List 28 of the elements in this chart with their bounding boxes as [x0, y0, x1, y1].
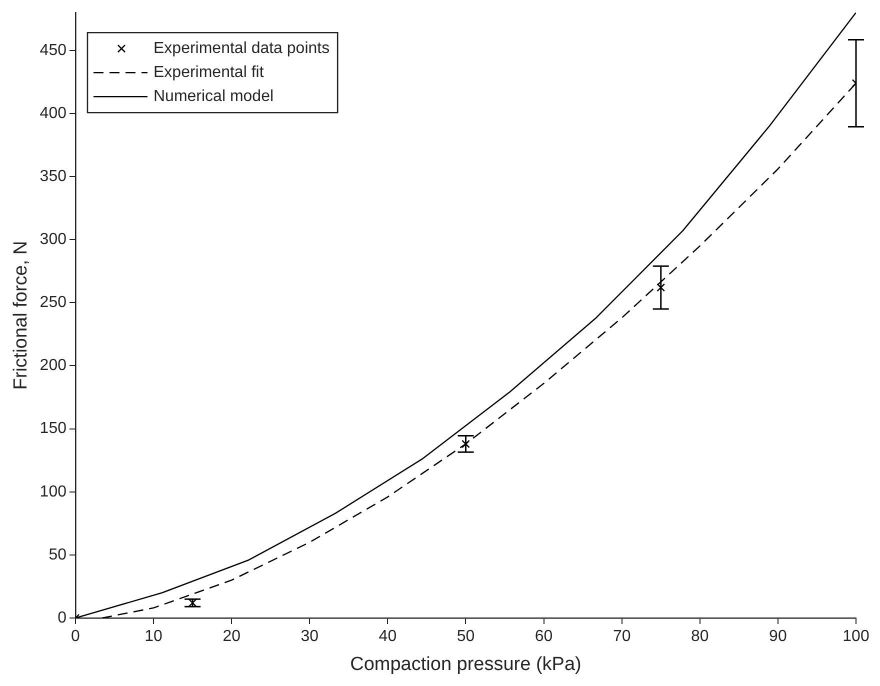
x-tick-label: 20 — [222, 628, 241, 646]
legend-label: Numerical model — [153, 88, 274, 106]
x-tick-label: 30 — [300, 628, 319, 646]
y-tick-label: 250 — [40, 294, 67, 312]
x-tick-label: 70 — [612, 628, 631, 646]
y-tick-label: 350 — [40, 168, 67, 185]
legend-label: Experimental fit — [153, 64, 264, 82]
point — [656, 283, 666, 292]
legend-label: Experimental data points — [153, 40, 330, 58]
y-tick-label: 450 — [40, 42, 67, 59]
y-tick-label: 0 — [58, 609, 67, 626]
y-axis-title: Frictional force, N — [10, 240, 32, 390]
x-axis-title: Compaction pressure (kPa) — [350, 654, 582, 675]
y-tick-label: 200 — [40, 357, 67, 374]
x-tick-label: 60 — [534, 628, 553, 646]
x-tick-label: 10 — [144, 628, 163, 646]
x-tick-label: 90 — [769, 628, 787, 646]
y-tick-label: 50 — [48, 546, 67, 564]
x-tick-label: 100 — [842, 628, 870, 646]
y-tick-label: 400 — [40, 104, 67, 122]
y-tick-label: 300 — [40, 231, 67, 248]
y-tick-label: 150 — [40, 420, 67, 438]
x-tick-label: 40 — [378, 628, 397, 646]
y-tick-label: 100 — [40, 483, 67, 500]
x-tick-label: 0 — [71, 628, 80, 646]
x-tick-label: 50 — [456, 628, 475, 646]
x-tick-label: 80 — [691, 628, 709, 646]
point — [462, 440, 470, 448]
